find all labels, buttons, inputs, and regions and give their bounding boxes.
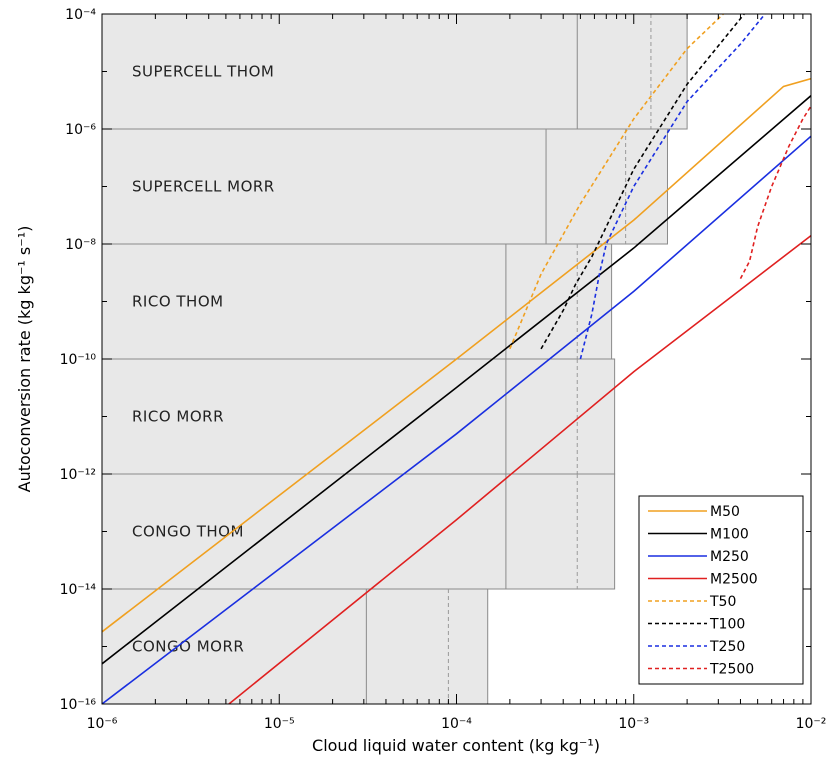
series-layer [102, 14, 811, 704]
y-tick-label: 10⁻¹⁰ [60, 352, 97, 368]
series-t250 [579, 14, 766, 360]
series-m100 [102, 95, 811, 665]
x-tick-label: 10⁻⁵ [264, 716, 295, 732]
series-m250 [102, 135, 811, 704]
legend-label-m50: M50 [710, 504, 740, 520]
legend: M50 M100 M250 M2500 T50 T100 T250 T2500 [638, 495, 804, 685]
region-label-rico-morr: RICO MORR [132, 408, 224, 426]
region-label-rico-thom: RICO THOM [132, 293, 224, 311]
region-label-congo-morr: CONGO MORR [132, 638, 244, 656]
x-axis-label: Cloud liquid water content (kg kg⁻¹) [312, 736, 600, 755]
regions-layer: SUPERCELL THOM SUPERCELL MORR RICO THOM RIC… [101, 13, 688, 705]
region-label-congo-thom: CONGO THOM [132, 523, 244, 541]
region-box-supercell-thom [101, 13, 688, 130]
y-tick-label: 10⁻⁴ [65, 7, 96, 23]
region-box-congo-thom [101, 473, 616, 590]
region-box-rico-thom [101, 243, 613, 360]
y-tick-label: 10⁻⁸ [65, 237, 96, 253]
legend-label-t100: T100 [709, 617, 745, 633]
region-box-congo-morr [101, 588, 489, 705]
y-tick-label: 10⁻¹⁶ [60, 697, 97, 713]
legend-label-t2500: T2500 [709, 662, 754, 678]
series-t100 [540, 14, 745, 350]
x-tick-label: 10⁻³ [618, 716, 649, 732]
legend-label-m250: M250 [710, 549, 749, 565]
legend-label-m100: M100 [710, 527, 749, 543]
y-tick-label: 10⁻⁶ [65, 122, 96, 138]
y-tick-label: 10⁻¹⁴ [60, 582, 97, 598]
axes-layer: 10⁻⁶ 10⁻⁵ 10⁻⁴ 10⁻³ 10⁻² 10⁻⁴ 10⁻⁶ 10⁻⁸ 10⁻¹⁰ 10⁻… [60, 7, 827, 732]
series-t50 [509, 14, 724, 350]
region-box-supercell-morr [101, 128, 668, 245]
y-tick-label: 10⁻¹² [60, 467, 96, 483]
x-tick-label: 10⁻⁴ [441, 716, 472, 732]
y-axis-label: Autoconversion rate (kg kg⁻¹ s⁻¹) [15, 226, 34, 493]
legend-label-t50: T50 [709, 594, 736, 610]
legend-box [638, 495, 804, 685]
series-m50 [102, 77, 811, 633]
x-tick-label: 10⁻⁶ [87, 716, 118, 732]
legend-label-t250: T250 [709, 639, 745, 655]
region-label-supercell-thom: SUPERCELL THOM [132, 63, 274, 81]
region-label-supercell-morr: SUPERCELL MORR [132, 178, 275, 196]
legend-label-m2500: M2500 [710, 572, 758, 588]
series-t2500 [739, 105, 811, 279]
region-box-rico-morr [101, 358, 616, 475]
x-tick-label: 10⁻² [796, 716, 827, 732]
series-m2500 [228, 234, 811, 704]
